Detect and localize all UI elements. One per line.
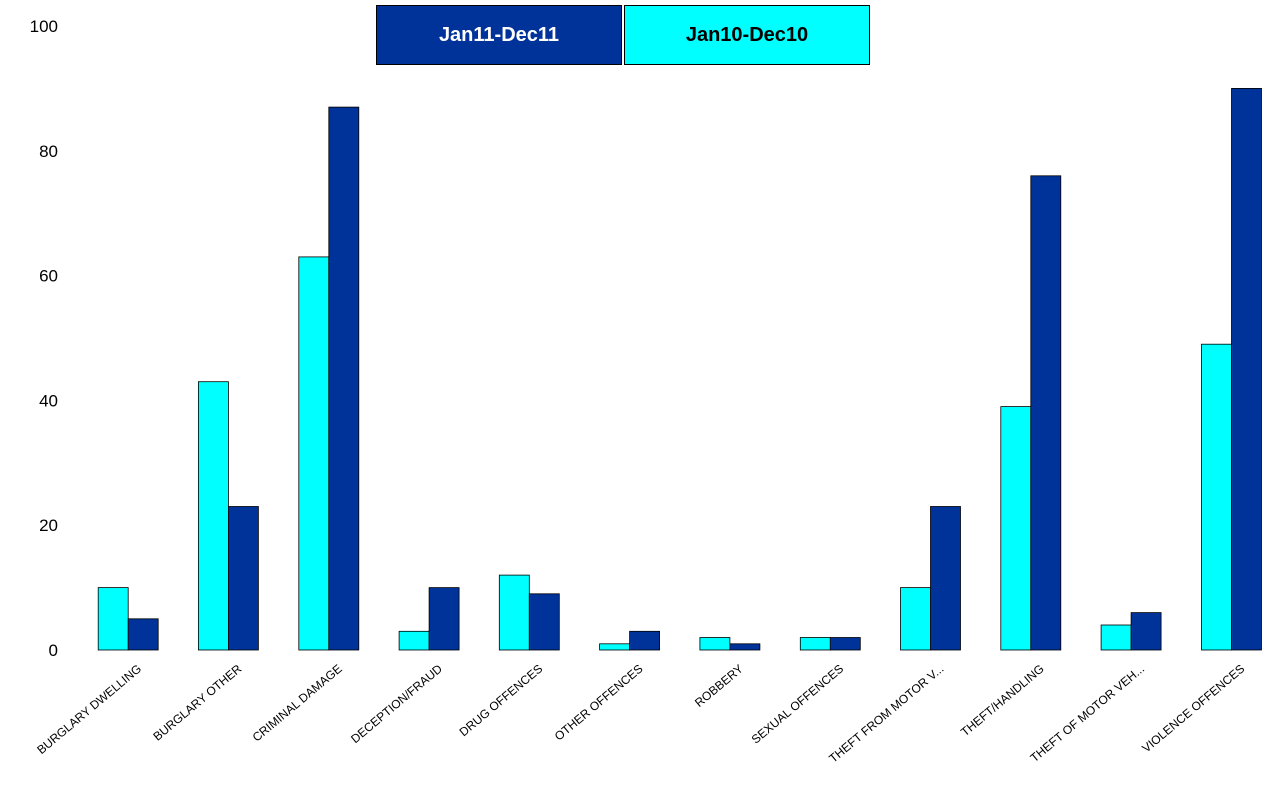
bar [930,506,961,651]
y-tick-label: 80 [39,142,58,161]
x-tick-label: BURGLARY OTHER [150,661,244,743]
x-axis-labels: BURGLARY DWELLING BURGLARY OTHER CRIMINAL … [34,661,1247,765]
x-tick-label: DECEPTION/FRAUD [348,661,445,746]
bar [1100,624,1132,651]
x-tick-label: VIOLENCE OFFENCES [1139,662,1247,756]
y-tick-label: 100 [30,17,58,36]
y-axis-ticks: 0 20 40 60 80 100 [30,17,58,660]
bar [197,381,229,651]
x-tick-label: OTHER OFFENCES [552,662,646,744]
x-tick-label: CRIMINAL DAMAGE [250,662,345,745]
x-tick-label: ROBBERY [692,662,746,710]
x-tick-label: SEXUAL OFFENCES [749,662,847,747]
bar [799,637,831,651]
bar [629,630,660,651]
legend-entry-series-1: Jan11-Dec11 [376,5,622,65]
y-tick-label: 40 [39,391,58,410]
bar [599,643,630,651]
bar [900,587,931,651]
x-tick-label: THEFT FROM MOTOR V... [826,662,946,766]
bar [1201,343,1232,651]
bar [227,506,259,651]
x-tick-label: BURGLARY DWELLING [34,662,144,757]
x-tick-label: THEFT/HANDLING [958,662,1047,740]
y-tick-label: 0 [49,641,58,660]
bars [97,88,1262,651]
bar [729,643,761,651]
x-tick-label: THEFT OF MOTOR VEH... [1028,662,1147,765]
bar [699,637,731,651]
legend-entry-series-2: Jan10-Dec10 [624,5,870,65]
bar [328,106,360,651]
bar [1000,406,1032,651]
bar [97,587,129,651]
y-tick-label: 60 [39,267,58,286]
bar [1030,175,1062,651]
bar [398,630,430,651]
bar [298,256,330,651]
bar [428,587,460,651]
bar [1130,612,1162,651]
bar [528,593,560,651]
bar [498,574,530,651]
x-tick-label: DRUG OFFENCES [457,662,546,740]
bar [829,637,861,651]
bar [127,618,159,651]
y-tick-label: 20 [39,516,58,535]
bar [1231,88,1262,651]
